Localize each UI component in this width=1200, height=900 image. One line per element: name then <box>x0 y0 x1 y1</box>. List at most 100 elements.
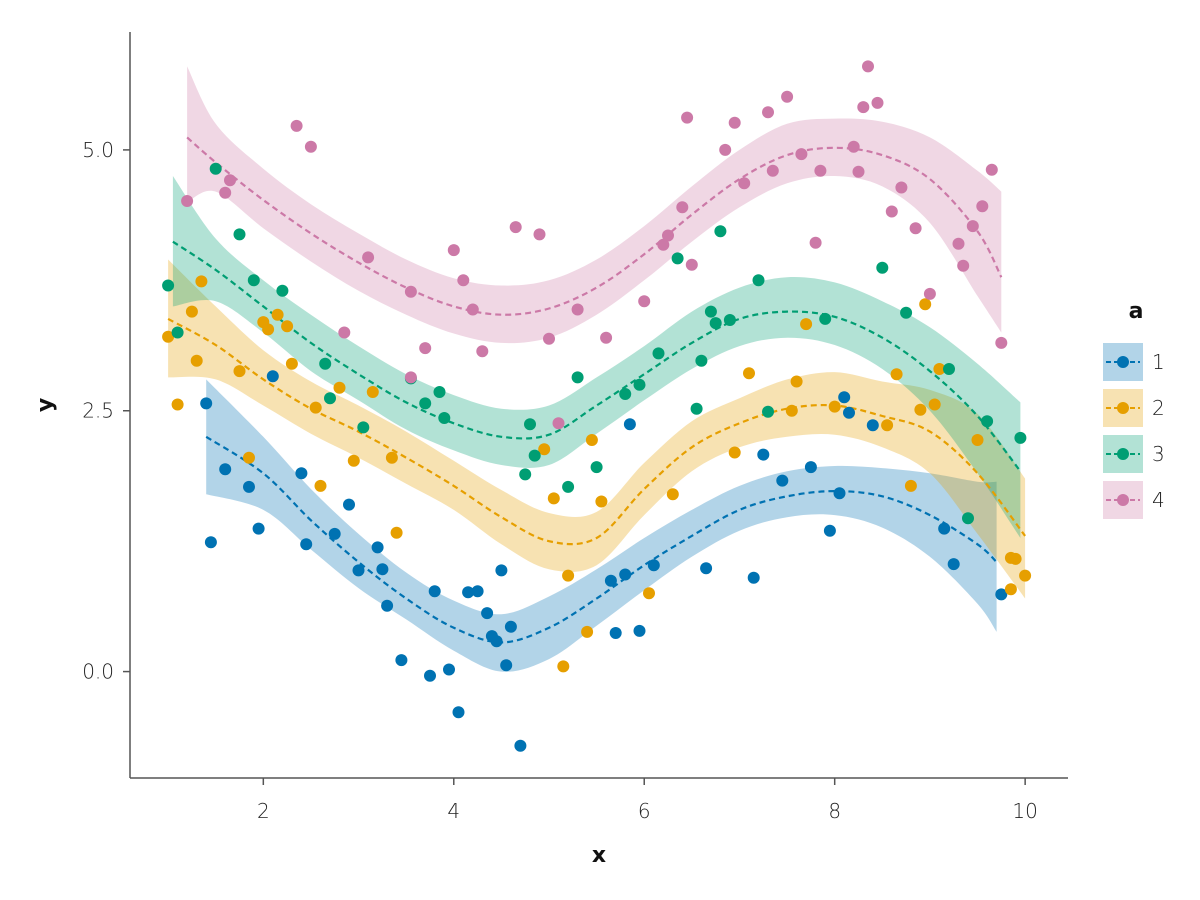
data-point-4 <box>738 177 751 190</box>
data-point-1 <box>995 588 1008 601</box>
data-point-4 <box>857 101 870 114</box>
legend-marker-3 <box>1117 448 1129 460</box>
x-tick-label: 10 <box>1012 799 1037 823</box>
data-point-1 <box>619 568 632 581</box>
data-point-4 <box>923 287 936 300</box>
data-point-4 <box>304 140 317 153</box>
data-point-4 <box>862 60 874 73</box>
data-point-3 <box>876 261 889 274</box>
data-point-2 <box>385 451 398 464</box>
x-tick-label: 2 <box>257 799 270 823</box>
data-point-1 <box>462 586 475 599</box>
x-tick-label: 8 <box>828 799 841 823</box>
data-point-4 <box>795 148 808 161</box>
data-point-1 <box>200 397 213 410</box>
data-point-4 <box>681 111 694 124</box>
data-point-2 <box>347 454 360 467</box>
data-point-1 <box>352 564 365 577</box>
data-point-4 <box>781 90 794 103</box>
data-point-2 <box>1009 552 1022 565</box>
fit-line-1 <box>205 435 998 644</box>
data-point-2 <box>1019 569 1032 582</box>
data-point-1 <box>252 522 265 535</box>
confidence-band-3 <box>172 176 1021 538</box>
data-point-3 <box>762 405 774 418</box>
data-point-3 <box>590 461 603 474</box>
data-point-4 <box>657 238 670 251</box>
data-point-3 <box>247 274 260 287</box>
x-ticks: 2 4 6 8 10 <box>257 778 1038 823</box>
data-point-4 <box>809 236 822 249</box>
data-point-3 <box>209 162 222 175</box>
data-point-3 <box>162 279 175 292</box>
data-point-4 <box>719 143 732 156</box>
data-point-2 <box>919 298 932 311</box>
data-point-2 <box>881 419 894 432</box>
data-point-4 <box>404 371 417 384</box>
data-point-2 <box>914 403 927 416</box>
data-point-1 <box>823 524 836 537</box>
data-point-1 <box>490 635 503 648</box>
data-point-1 <box>938 522 951 535</box>
data-point-1 <box>804 461 817 474</box>
data-point-4 <box>762 106 774 119</box>
data-point-4 <box>728 116 741 129</box>
data-point-3 <box>524 418 536 431</box>
data-point-2 <box>185 305 198 318</box>
data-point-4 <box>509 221 522 234</box>
data-point-3 <box>171 326 184 339</box>
data-point-3 <box>943 363 955 375</box>
data-point-4 <box>871 96 884 109</box>
data-point-1 <box>424 669 436 682</box>
data-point-2 <box>262 323 275 336</box>
data-point-2 <box>595 495 608 508</box>
data-point-3 <box>819 312 832 325</box>
data-point-1 <box>843 406 855 419</box>
data-point-4 <box>995 336 1008 349</box>
data-point-2 <box>728 446 741 459</box>
data-point-1 <box>504 620 517 633</box>
data-point-3 <box>962 512 974 525</box>
data-point-4 <box>766 164 779 177</box>
data-point-1 <box>604 574 617 587</box>
data-point-2 <box>581 625 594 638</box>
data-point-2 <box>790 375 803 388</box>
data-point-2 <box>390 526 403 539</box>
legend-title: a <box>1129 299 1144 324</box>
data-point-4 <box>814 164 827 177</box>
data-point-4 <box>404 285 417 298</box>
y-tick-label: 0.0 <box>82 660 114 684</box>
data-point-4 <box>966 220 979 233</box>
data-point-4 <box>909 222 922 235</box>
data-point-1 <box>243 480 255 493</box>
data-point-2 <box>271 308 284 321</box>
data-point-1 <box>443 663 455 676</box>
data-point-4 <box>952 237 965 250</box>
data-point-3 <box>690 402 703 415</box>
data-point-2 <box>171 398 184 411</box>
data-point-3 <box>695 354 708 367</box>
data-point-1 <box>866 419 879 432</box>
data-point-3 <box>981 415 994 428</box>
data-point-4 <box>419 342 432 355</box>
data-point-4 <box>338 326 351 339</box>
data-point-4 <box>976 200 989 213</box>
y-axis-title: y <box>33 398 58 412</box>
data-point-4 <box>847 140 860 153</box>
data-point-3 <box>438 412 451 424</box>
data-point-1 <box>481 607 494 620</box>
data-point-2 <box>190 354 203 367</box>
legend: a 1 2 3 4 <box>1103 299 1165 519</box>
confidence-band-4 <box>187 66 1002 344</box>
data-point-3 <box>528 449 541 462</box>
data-point-1 <box>838 391 851 404</box>
data-point-2 <box>1004 583 1017 596</box>
data-point-3 <box>562 480 575 493</box>
data-point-4 <box>181 195 194 207</box>
data-point-2 <box>828 400 841 413</box>
data-point-1 <box>452 706 465 719</box>
data-point-2 <box>562 569 575 582</box>
data-point-2 <box>314 479 327 492</box>
data-point-2 <box>281 320 294 333</box>
